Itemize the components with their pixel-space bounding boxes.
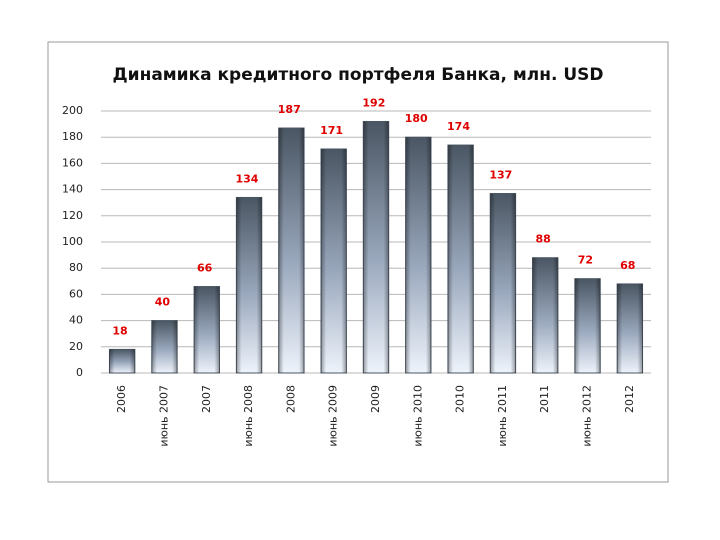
value-label: 68 xyxy=(620,259,635,272)
bar-group xyxy=(193,286,220,374)
value-label: 192 xyxy=(362,96,385,109)
y-tick-label: 120 xyxy=(62,209,83,222)
bar xyxy=(151,320,178,374)
value-label: 174 xyxy=(447,120,470,133)
x-tick-label: 2011 xyxy=(538,385,551,413)
bar xyxy=(489,193,517,374)
y-tick-label: 40 xyxy=(69,314,83,327)
value-label: 180 xyxy=(405,112,428,125)
y-tick-label: 60 xyxy=(69,287,83,300)
bar xyxy=(235,196,263,374)
bar xyxy=(320,148,347,374)
bar-group xyxy=(362,120,390,374)
x-tick-label: июнь 2010 xyxy=(411,385,424,447)
bar-group xyxy=(489,193,517,374)
y-tick-label: 80 xyxy=(69,261,83,274)
bar-group xyxy=(447,144,474,374)
value-label: 134 xyxy=(235,172,258,185)
x-tick-label: 2012 xyxy=(623,385,636,413)
bar-group xyxy=(235,196,263,374)
value-label: 137 xyxy=(489,169,512,182)
chart-frame xyxy=(47,41,669,483)
chart-title: Динамика кредитного портфеля Банка, млн.… xyxy=(113,65,604,85)
x-tick-label: 2007 xyxy=(200,385,213,413)
bar xyxy=(405,136,432,374)
y-tick-label: 180 xyxy=(62,130,83,143)
x-tick-label: июнь 2009 xyxy=(327,385,340,447)
y-tick-label: 140 xyxy=(62,183,83,196)
bar xyxy=(193,286,220,374)
y-tick-label: 0 xyxy=(76,366,83,379)
value-label: 171 xyxy=(320,124,343,137)
value-label: 18 xyxy=(112,324,127,337)
bar-group xyxy=(616,283,644,374)
bar xyxy=(362,120,390,374)
x-tick-label: 2008 xyxy=(284,385,297,413)
bar-group xyxy=(574,278,601,374)
y-tick-label: 200 xyxy=(62,104,83,117)
bar-group xyxy=(405,136,432,374)
value-label: 40 xyxy=(155,296,171,309)
y-tick-label: 20 xyxy=(69,340,83,353)
bar-group xyxy=(108,348,136,374)
value-label: 72 xyxy=(578,254,593,267)
value-label: 187 xyxy=(278,103,301,116)
bar xyxy=(616,283,644,374)
y-tick-label: 160 xyxy=(62,156,83,169)
bar-group xyxy=(532,257,559,374)
y-tick-label: 100 xyxy=(62,235,83,248)
value-label: 66 xyxy=(197,262,213,275)
bar xyxy=(532,257,559,374)
x-tick-label: 2009 xyxy=(369,385,382,413)
x-tick-label: июнь 2008 xyxy=(242,385,255,447)
x-tick-label: 2006 xyxy=(115,385,128,413)
x-tick-label: июнь 2007 xyxy=(157,385,170,447)
x-tick-label: июнь 2011 xyxy=(496,385,509,447)
x-tick-label: 2010 xyxy=(454,385,467,413)
bar xyxy=(278,127,305,374)
bar-group xyxy=(151,320,178,374)
bar xyxy=(574,278,601,374)
x-tick-label: июнь 2012 xyxy=(581,385,594,447)
bar xyxy=(447,144,474,374)
value-label: 88 xyxy=(535,233,550,246)
bar-group xyxy=(320,148,347,374)
bar xyxy=(108,348,136,374)
bar-group xyxy=(278,127,305,374)
